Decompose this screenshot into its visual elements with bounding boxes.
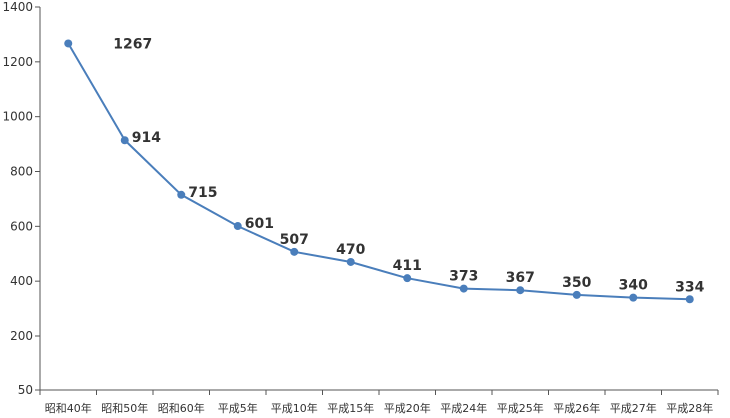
data-point [629,293,638,302]
data-label: 470 [336,242,365,258]
data-point [572,290,581,299]
data-label: 1267 [113,36,152,52]
data-label: 350 [562,275,591,291]
data-label: 340 [619,278,648,294]
x-tick-label: 平成15年 [327,401,374,415]
data-point [403,274,412,283]
x-tick-label: 昭和60年 [158,401,205,415]
y-tick-label: 1400 [2,0,33,14]
y-ticks: 50 200 400 600 800 1000 1200 1400 [2,0,40,397]
data-point [233,222,242,231]
data-point [64,39,73,48]
data-labels: 1267 914 715 601 507 470 411 373 367 350 340 334 [113,36,704,295]
data-point [516,286,525,295]
y-tick-label: 200 [10,329,33,343]
data-point [290,247,299,256]
x-tick-label: 平成24年 [440,401,487,415]
y-tick-label: 1200 [2,55,33,69]
x-tick-label: 平成26年 [553,401,600,415]
data-label: 367 [506,270,535,286]
x-tick-label: 平成5年 [218,401,258,415]
axes [39,7,718,391]
data-label: 373 [449,269,478,285]
x-ticks: 昭和40年 昭和50年 昭和60年 平成5年 平成10年 平成15年 平成20年 平成24年平… [39,390,719,415]
data-label: 411 [393,258,422,274]
data-point [459,284,468,293]
x-tick-label: 平成25年 [497,401,544,415]
data-point [120,136,129,145]
x-tick-label: 昭和50年 [101,401,148,415]
data-label: 601 [245,216,274,232]
y-tick-label: 400 [10,274,33,288]
x-tick-label: 平成20年 [384,401,431,415]
series-line [67,42,690,301]
data-point [346,257,355,266]
data-point [685,295,694,304]
data-label: 334 [675,279,704,295]
data-label: 914 [132,130,161,146]
y-tick-label: 50 [18,383,33,397]
x-tick-label: 平成28年 [666,401,713,415]
x-tick-label: 平成10年 [271,401,318,415]
data-point [177,190,186,199]
data-label: 715 [188,185,217,201]
y-tick-label: 1000 [2,110,33,124]
y-tick-label: 600 [10,219,33,233]
x-tick-label: 昭和40年 [45,401,92,415]
y-tick-label: 800 [10,165,33,179]
x-tick-label: 平成27年 [610,401,657,415]
data-points [64,39,694,304]
data-label: 507 [280,232,309,248]
